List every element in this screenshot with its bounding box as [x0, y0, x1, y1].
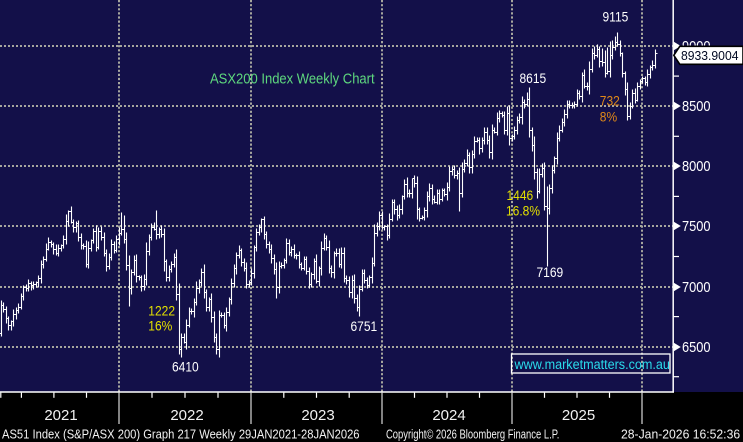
svg-text:2023: 2023 [301, 407, 334, 424]
svg-text:16%: 16% [148, 318, 172, 334]
svg-text:7500: 7500 [682, 218, 711, 234]
svg-text:Copyright© 2026 Bloomberg Fina: Copyright© 2026 Bloomberg Finance L.P. [386, 428, 559, 442]
svg-text:AS51 Index (S&P/ASX 200) Graph: AS51 Index (S&P/ASX 200) Graph 217 Weekl… [2, 427, 360, 442]
svg-text:6500: 6500 [682, 339, 711, 355]
svg-text:28-Jan-2026 16:52:36: 28-Jan-2026 16:52:36 [621, 427, 740, 441]
svg-text:ASX200 Index Weekly Chart: ASX200 Index Weekly Chart [210, 70, 375, 87]
svg-text:8933.9004: 8933.9004 [681, 47, 738, 63]
svg-text:2022: 2022 [170, 407, 203, 424]
svg-text:8000: 8000 [682, 158, 711, 174]
svg-text:2025: 2025 [562, 407, 595, 424]
svg-text:8500: 8500 [682, 98, 711, 114]
svg-text:16.8%: 16.8% [506, 203, 540, 219]
svg-text:6751: 6751 [351, 318, 378, 334]
svg-text:732: 732 [600, 93, 620, 109]
svg-text:8%: 8% [600, 109, 617, 125]
svg-text:www.marketmatters.com.au: www.marketmatters.com.au [514, 356, 670, 372]
svg-text:6410: 6410 [172, 359, 199, 375]
svg-text:1446: 1446 [507, 187, 534, 203]
svg-text:1222: 1222 [148, 303, 175, 319]
svg-text:8615: 8615 [520, 70, 547, 86]
svg-text:7000: 7000 [682, 279, 711, 295]
svg-text:2024: 2024 [432, 407, 465, 424]
svg-text:9115: 9115 [603, 9, 629, 25]
svg-text:2021: 2021 [44, 407, 77, 424]
svg-text:7169: 7169 [537, 264, 564, 280]
